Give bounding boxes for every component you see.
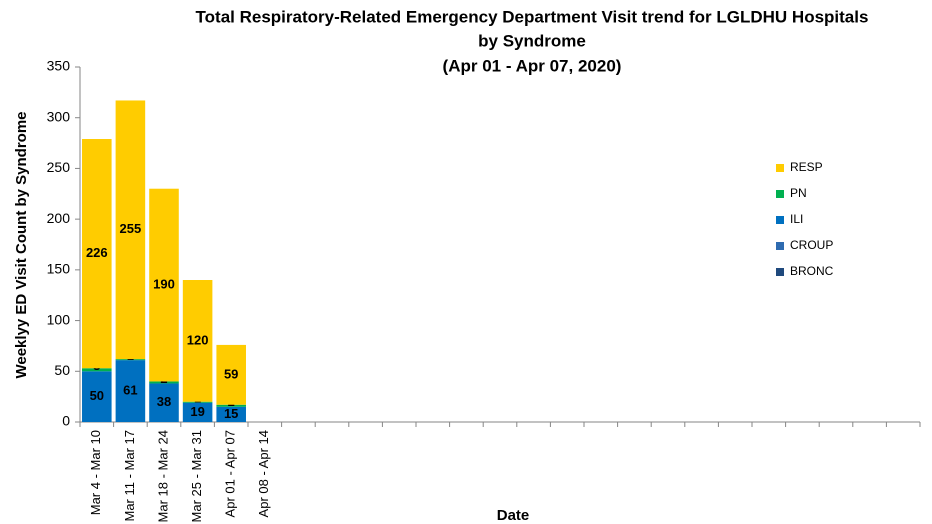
- bar-segment: [82, 139, 112, 369]
- data-label: 59: [224, 366, 238, 381]
- bar-segment: [182, 402, 213, 422]
- bar-segment: [216, 406, 246, 422]
- bar-segment: [115, 100, 146, 360]
- bar-segment: [182, 401, 213, 403]
- data-label: 226: [86, 245, 108, 260]
- y-tick-label: 0: [62, 413, 70, 429]
- bar-segment: [82, 371, 112, 422]
- y-axis-label: Weeklyy ED Visit Count by Syndrome: [13, 111, 30, 378]
- x-tick-label: Mar 18 - Mar 24: [155, 430, 170, 522]
- x-axis-label: Date: [497, 507, 530, 524]
- y-tick-label: 200: [47, 210, 71, 226]
- x-tick-label: Apr 01 - Apr 07: [223, 430, 238, 517]
- legend-label: RESP: [790, 160, 823, 174]
- legend-label: CROUP: [790, 238, 833, 252]
- bar-segment: [149, 383, 179, 422]
- chart-title: Total Respiratory-Related Emergency Depa…: [196, 7, 869, 26]
- legend-label: PN: [790, 186, 807, 200]
- y-tick-label: 100: [47, 311, 71, 327]
- data-label: 255: [120, 221, 142, 236]
- bar-segment: [115, 359, 146, 361]
- legend-swatch: [776, 242, 784, 250]
- y-tick-label: 50: [54, 362, 70, 378]
- legend-swatch: [776, 268, 784, 276]
- legend-label: BRONC: [790, 264, 834, 278]
- bar-segment: [216, 344, 246, 405]
- y-tick-label: 300: [47, 108, 71, 124]
- legend-swatch: [776, 164, 784, 172]
- data-label: 19: [190, 404, 204, 419]
- x-tick-label: Apr 08 - Apr 14: [256, 430, 271, 517]
- x-tick-label: Mar 25 - Mar 31: [189, 430, 204, 522]
- x-tick-label: Mar 11 - Mar 17: [122, 430, 137, 522]
- legend-swatch: [776, 216, 784, 224]
- y-tick-label: 350: [47, 58, 71, 74]
- data-label: 15: [224, 406, 238, 421]
- data-label: 61: [123, 383, 137, 398]
- bar-segment: [149, 188, 179, 382]
- legend-swatch: [776, 190, 784, 198]
- bar-segment: [82, 368, 112, 372]
- bar-segment: [182, 280, 213, 402]
- data-label: 38: [157, 394, 171, 409]
- bar-segment: [216, 404, 246, 407]
- bar-segment: [115, 360, 146, 422]
- chart-title: by Syndrome: [478, 31, 586, 50]
- data-label: 50: [90, 388, 104, 403]
- bar-segment: [149, 381, 179, 384]
- x-tick-label: Mar 4 - Mar 10: [88, 430, 103, 515]
- chart-title: (Apr 01 - Apr 07, 2020): [443, 56, 622, 75]
- data-label: 120: [187, 332, 209, 347]
- y-tick-label: 250: [47, 159, 71, 175]
- legend-label: ILI: [790, 212, 803, 226]
- data-label: 190: [153, 277, 175, 292]
- y-tick-label: 150: [47, 261, 71, 277]
